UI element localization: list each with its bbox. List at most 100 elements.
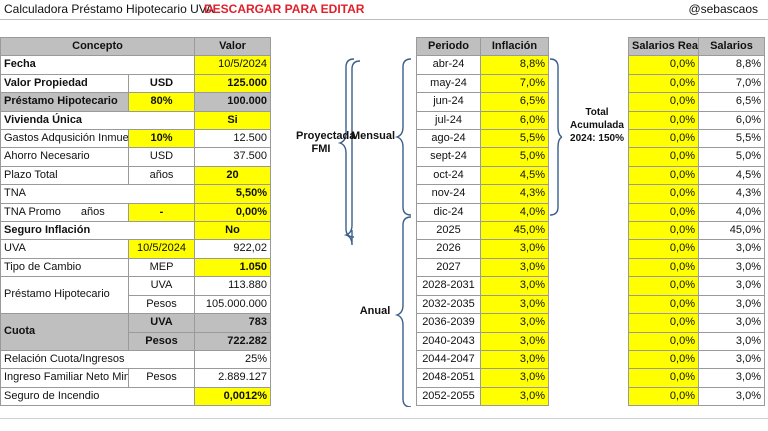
inflacion-input[interactable]: 4,0% <box>480 202 549 223</box>
tna-promo-input[interactable]: 0,00% <box>194 202 272 223</box>
valor-propiedad-input[interactable]: 125.000 <box>194 73 272 94</box>
inflacion-input[interactable]: 8,8% <box>480 55 549 75</box>
uva-value: 922,02 <box>194 239 272 259</box>
row-tipo-cambio: Tipo de Cambio MEP 1.050 <box>0 257 272 278</box>
inflation-row: 2028-2031 3,0% <box>416 276 549 296</box>
periodo-cell: 2027 <box>416 257 481 278</box>
salarios-real-input[interactable]: 0,0% <box>628 184 699 204</box>
salarios-real-input[interactable]: 0,0% <box>628 368 699 388</box>
salarios-real-input[interactable]: 0,0% <box>628 386 699 407</box>
inflation-row: nov-24 4,3% <box>416 184 549 204</box>
gastos-pct-input[interactable]: 10% <box>127 129 196 149</box>
salarios-cell: 5,5% <box>698 129 765 149</box>
app-title: Calculadora Préstamo Hipotecario UVA <box>4 2 214 16</box>
salarios-real-input[interactable]: 0,0% <box>628 165 699 186</box>
vivienda-input[interactable]: Si <box>194 110 272 131</box>
seguro-inflacion-label: Seguro Inflación <box>0 221 196 241</box>
row-gastos: Gastos Adqusición Inmueble 10% 12.500 <box>0 129 272 149</box>
salarios-real-input[interactable]: 0,0% <box>628 276 699 296</box>
salarios-real-input[interactable]: 0,0% <box>628 92 699 112</box>
inflacion-input[interactable]: 3,0% <box>480 276 549 296</box>
salarios-real-input[interactable]: 0,0% <box>628 294 699 315</box>
salarios-real-input[interactable]: 0,0% <box>628 73 699 94</box>
inflacion-input[interactable]: 3,0% <box>480 239 549 259</box>
relacion-value: 25% <box>194 349 272 370</box>
salarios-row: 0,0% 3,0% <box>628 386 765 407</box>
periodo-cell: 2048-2051 <box>416 368 481 388</box>
inflacion-input[interactable]: 6,5% <box>480 92 549 112</box>
salarios-cell: 3,0% <box>698 294 765 315</box>
inflacion-input[interactable]: 3,0% <box>480 386 549 407</box>
prestamo-hip-label: Préstamo Hipotecario <box>0 276 129 315</box>
periodo-cell: dic-24 <box>416 202 481 223</box>
salarios-real-input[interactable]: 0,0% <box>628 221 699 241</box>
salarios-cell: 3,0% <box>698 349 765 370</box>
salarios-cell: 5,0% <box>698 147 765 167</box>
salarios-real-input[interactable]: 0,0% <box>628 239 699 259</box>
periodo-cell: 2025 <box>416 221 481 241</box>
mensual-brace <box>394 58 412 216</box>
salarios-real-input[interactable]: 0,0% <box>628 202 699 223</box>
ingreso-unit: Pesos <box>127 368 196 388</box>
cuota-pesos-value: 722.282 <box>194 331 272 351</box>
ingreso-value: 2.889.127 <box>194 368 272 388</box>
inflacion-input[interactable]: 3,0% <box>480 331 549 351</box>
salarios-real-input[interactable]: 0,0% <box>628 257 699 278</box>
tna-input[interactable]: 5,50% <box>194 184 272 204</box>
tipo-cambio-unit: MEP <box>127 257 196 278</box>
inflacion-input[interactable]: 3,0% <box>480 368 549 388</box>
col-header-periodo: Periodo <box>416 36 481 57</box>
salarios-real-input[interactable]: 0,0% <box>628 331 699 351</box>
row-plazo: Plazo Total años 20 <box>0 165 272 186</box>
salarios-cell: 4,5% <box>698 165 765 186</box>
salarios-row: 0,0% 4,3% <box>628 184 765 204</box>
tna-promo-years-input[interactable]: - <box>127 202 196 223</box>
inflacion-input[interactable]: 5,0% <box>480 147 549 167</box>
fecha-input[interactable]: 10/5/2024 <box>194 55 272 75</box>
salarios-cell: 3,0% <box>698 313 765 333</box>
col-header-salarios: Salarios <box>698 36 765 57</box>
col-header-valor: Valor <box>194 36 272 57</box>
col-header-inflacion: Inflación <box>480 36 549 57</box>
salarios-real-input[interactable]: 0,0% <box>628 129 699 149</box>
inflacion-input[interactable]: 5,5% <box>480 129 549 149</box>
salarios-cell: 3,0% <box>698 331 765 351</box>
inflacion-input[interactable]: 3,0% <box>480 349 549 370</box>
inflacion-input[interactable]: 3,0% <box>480 257 549 278</box>
salarios-real-input[interactable]: 0,0% <box>628 55 699 75</box>
row-seguro-incendio: Seguro de Incendio 0,0012% <box>0 386 272 407</box>
inflacion-input[interactable]: 6,0% <box>480 110 549 131</box>
salarios-real-input[interactable]: 0,0% <box>628 349 699 370</box>
salarios-row: 0,0% 3,0% <box>628 239 765 259</box>
inflacion-input[interactable]: 4,3% <box>480 184 549 204</box>
inflacion-input[interactable]: 45,0% <box>480 221 549 241</box>
inflacion-input[interactable]: 3,0% <box>480 294 549 315</box>
outer-brace <box>343 60 361 246</box>
inflacion-input[interactable]: 3,0% <box>480 313 549 333</box>
uva-date-input[interactable]: 10/5/2024 <box>127 239 196 259</box>
proyectada-label: Proyectada FMI <box>296 130 355 156</box>
prestamo-pct-input[interactable]: 80% <box>127 92 196 112</box>
seguro-inflacion-input[interactable]: No <box>194 221 272 241</box>
inflacion-input[interactable]: 4,5% <box>480 165 549 186</box>
salarios-row: 0,0% 45,0% <box>628 221 765 241</box>
inflacion-input[interactable]: 7,0% <box>480 73 549 94</box>
prestamo-hip-unit-pesos: Pesos <box>127 294 196 315</box>
salarios-real-input[interactable]: 0,0% <box>628 147 699 167</box>
tipo-cambio-input[interactable]: 1.050 <box>194 257 272 278</box>
inflation-row: 2032-2035 3,0% <box>416 294 549 315</box>
salarios-real-input[interactable]: 0,0% <box>628 110 699 131</box>
seguro-incendio-input[interactable]: 0,0012% <box>194 386 272 407</box>
download-link[interactable]: DESCARGAR PARA EDITAR <box>204 2 365 16</box>
salarios-real-input[interactable]: 0,0% <box>628 313 699 333</box>
inflation-row: oct-24 4,5% <box>416 165 549 186</box>
periodo-cell: 2026 <box>416 239 481 259</box>
inflation-row: sept-24 5,0% <box>416 147 549 167</box>
salarios-cell: 8,8% <box>698 55 765 75</box>
valor-propiedad-unit: USD <box>127 73 196 94</box>
inflation-row: 2048-2051 3,0% <box>416 368 549 388</box>
salarios-cell: 3,0% <box>698 239 765 259</box>
row-prestamo: Préstamo Hipotecario 80% 100.000 <box>0 92 272 112</box>
periodo-cell: sept-24 <box>416 147 481 167</box>
plazo-input[interactable]: 20 <box>194 165 272 186</box>
